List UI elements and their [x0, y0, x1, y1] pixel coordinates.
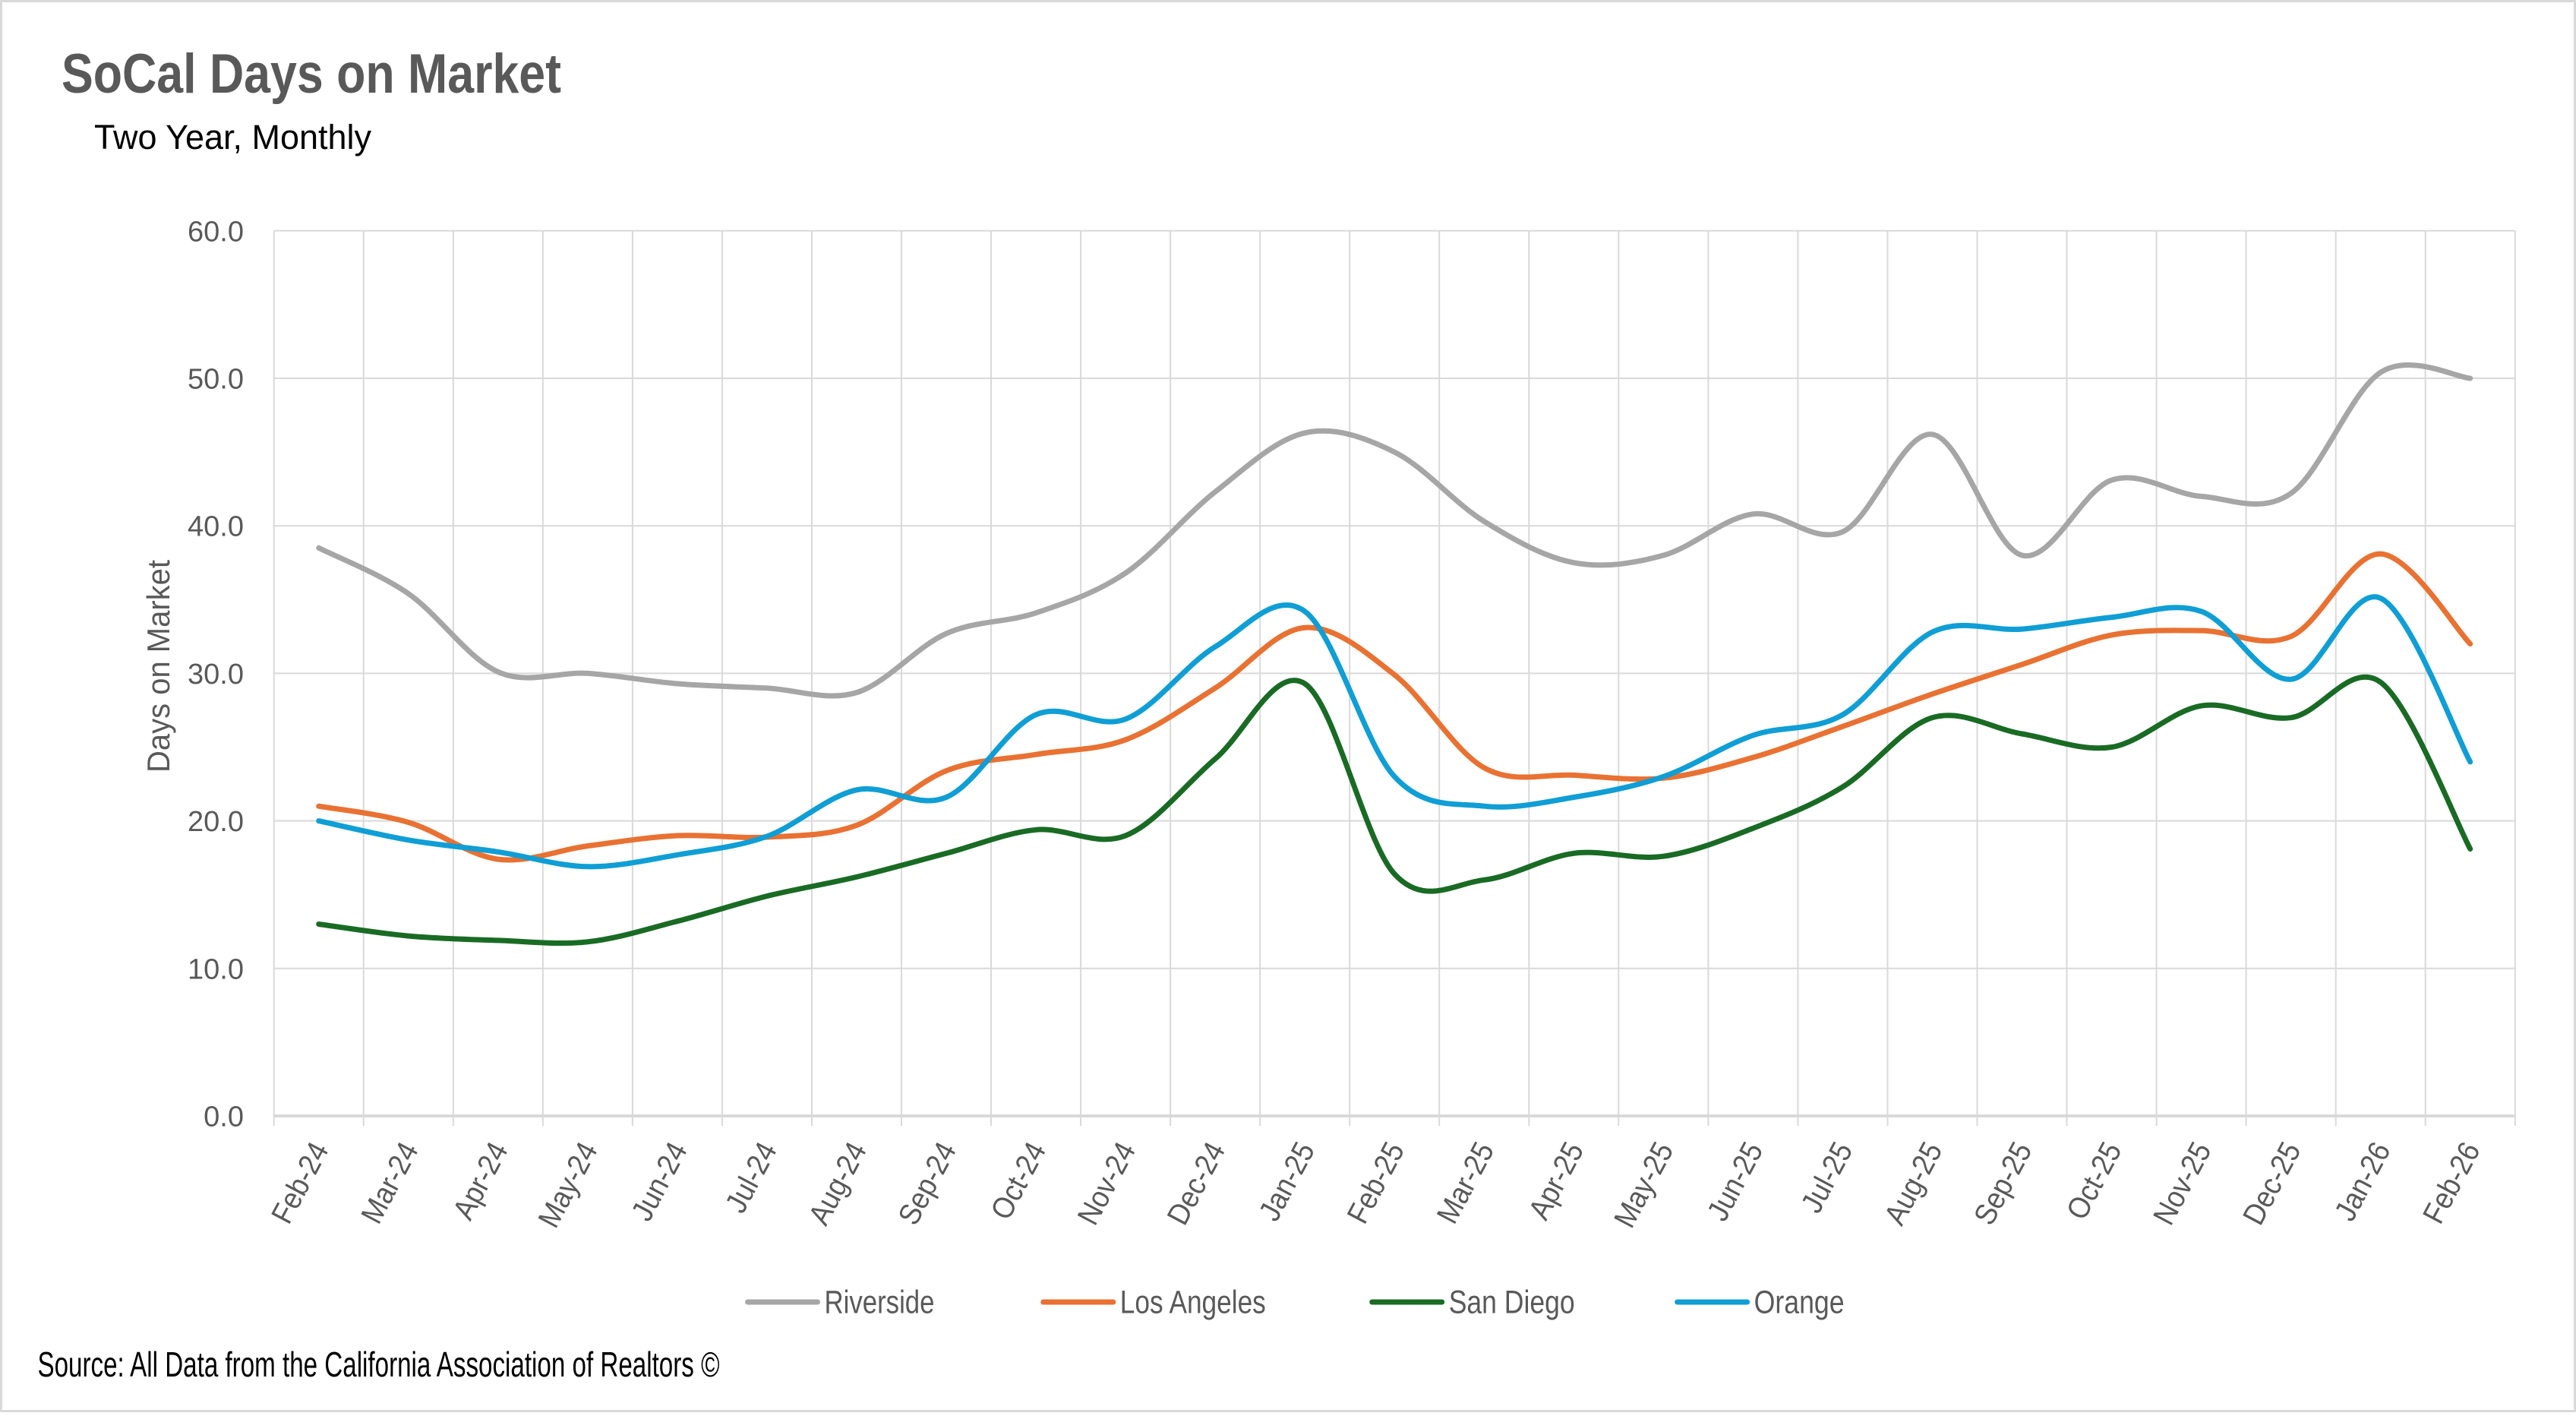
svg-text:SoCal Days on Market: SoCal Days on Market [62, 43, 561, 105]
svg-text:20.0: 20.0 [188, 806, 244, 838]
svg-text:0.0: 0.0 [204, 1102, 244, 1133]
svg-text:50.0: 50.0 [188, 364, 244, 396]
svg-text:Source: All Data from the Cali: Source: All Data from the California Ass… [38, 1345, 720, 1384]
svg-text:Los Angeles: Los Angeles [1120, 1285, 1266, 1321]
svg-text:Days on Market: Days on Market [140, 560, 176, 773]
svg-text:10.0: 10.0 [188, 953, 244, 985]
svg-text:Riverside: Riverside [825, 1285, 935, 1321]
svg-text:San Diego: San Diego [1449, 1285, 1575, 1321]
svg-text:30.0: 30.0 [188, 659, 244, 691]
svg-text:60.0: 60.0 [188, 216, 244, 248]
svg-text:40.0: 40.0 [188, 511, 244, 543]
svg-text:Two Year, Monthly: Two Year, Monthly [94, 118, 371, 156]
svg-text:Orange: Orange [1754, 1285, 1845, 1321]
